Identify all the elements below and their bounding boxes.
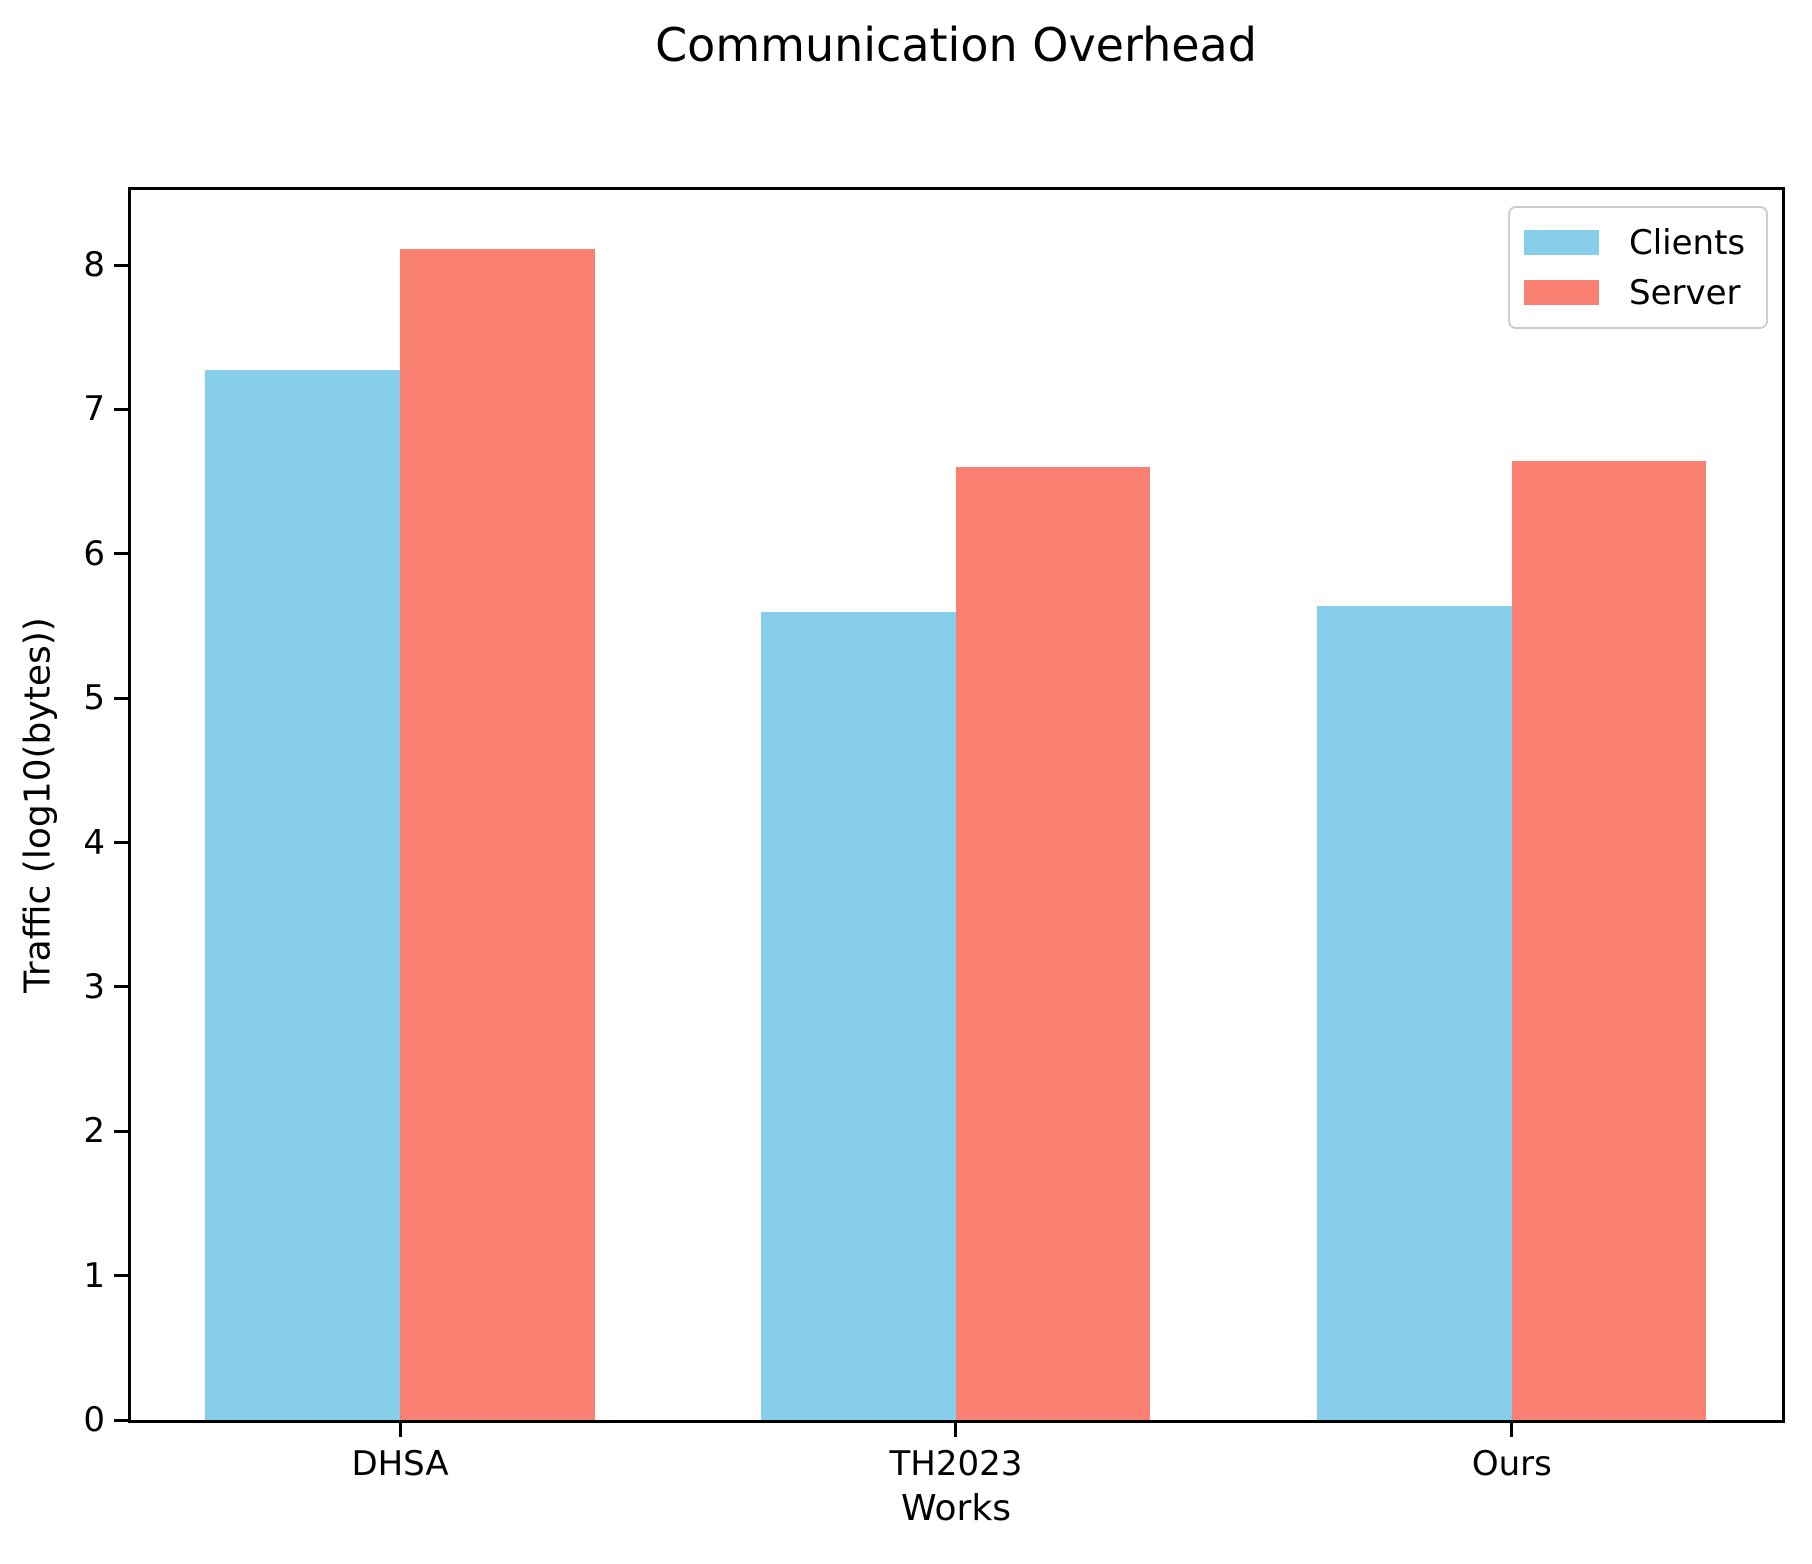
y-axis-label: Traffic (log10(bytes)) bbox=[17, 617, 59, 993]
y-tick-label: 1 bbox=[83, 1255, 105, 1296]
y-tick-label: 7 bbox=[83, 389, 105, 430]
y-tick-mark bbox=[114, 696, 128, 700]
y-tick-mark bbox=[114, 407, 128, 411]
y-tick-mark bbox=[114, 263, 128, 267]
y-tick-mark bbox=[114, 985, 128, 989]
bar-clients-dhsa bbox=[205, 370, 401, 1420]
legend: Clients Server bbox=[1508, 206, 1768, 329]
y-tick-label: 2 bbox=[83, 1111, 105, 1152]
y-tick-mark bbox=[114, 1418, 128, 1422]
y-tick-mark bbox=[114, 552, 128, 556]
x-tick-mark bbox=[398, 1423, 402, 1437]
y-tick-label: 0 bbox=[83, 1400, 105, 1440]
legend-label-clients: Clients bbox=[1629, 222, 1746, 263]
y-tick-mark bbox=[114, 1274, 128, 1278]
y-tick-label: 4 bbox=[83, 822, 105, 863]
legend-label-server: Server bbox=[1629, 272, 1741, 313]
bar-clients-ours bbox=[1317, 605, 1512, 1420]
y-tick-mark bbox=[114, 841, 128, 845]
x-tick-mark bbox=[1510, 1423, 1514, 1437]
x-tick-mark bbox=[954, 1423, 958, 1437]
x-tick-label: DHSA bbox=[351, 1444, 449, 1484]
legend-item-server: Server bbox=[1524, 276, 1752, 310]
legend-item-clients: Clients bbox=[1524, 226, 1752, 260]
bar-server-ours bbox=[1511, 461, 1707, 1420]
y-tick-label: 5 bbox=[83, 678, 105, 719]
chart-title: Communication Overhead bbox=[655, 18, 1257, 72]
y-tick-mark bbox=[114, 1129, 128, 1133]
x-tick-label: TH2023 bbox=[889, 1444, 1023, 1484]
bar-server-th2023 bbox=[955, 467, 1151, 1420]
y-tick-label: 8 bbox=[83, 245, 105, 286]
x-axis-label: Works bbox=[901, 1488, 1011, 1529]
y-tick-label: 6 bbox=[83, 533, 105, 574]
y-tick-label: 3 bbox=[83, 966, 105, 1007]
legend-swatch-clients bbox=[1524, 230, 1599, 255]
plot-area: 0 1 2 3 4 5 6 7 8 DHSA TH2023 Ours Clients Server bbox=[83, 187, 1785, 1484]
x-tick-label: Ours bbox=[1471, 1444, 1552, 1484]
legend-swatch-server bbox=[1524, 280, 1599, 305]
bar-clients-th2023 bbox=[761, 611, 956, 1420]
bar-server-dhsa bbox=[400, 249, 595, 1420]
